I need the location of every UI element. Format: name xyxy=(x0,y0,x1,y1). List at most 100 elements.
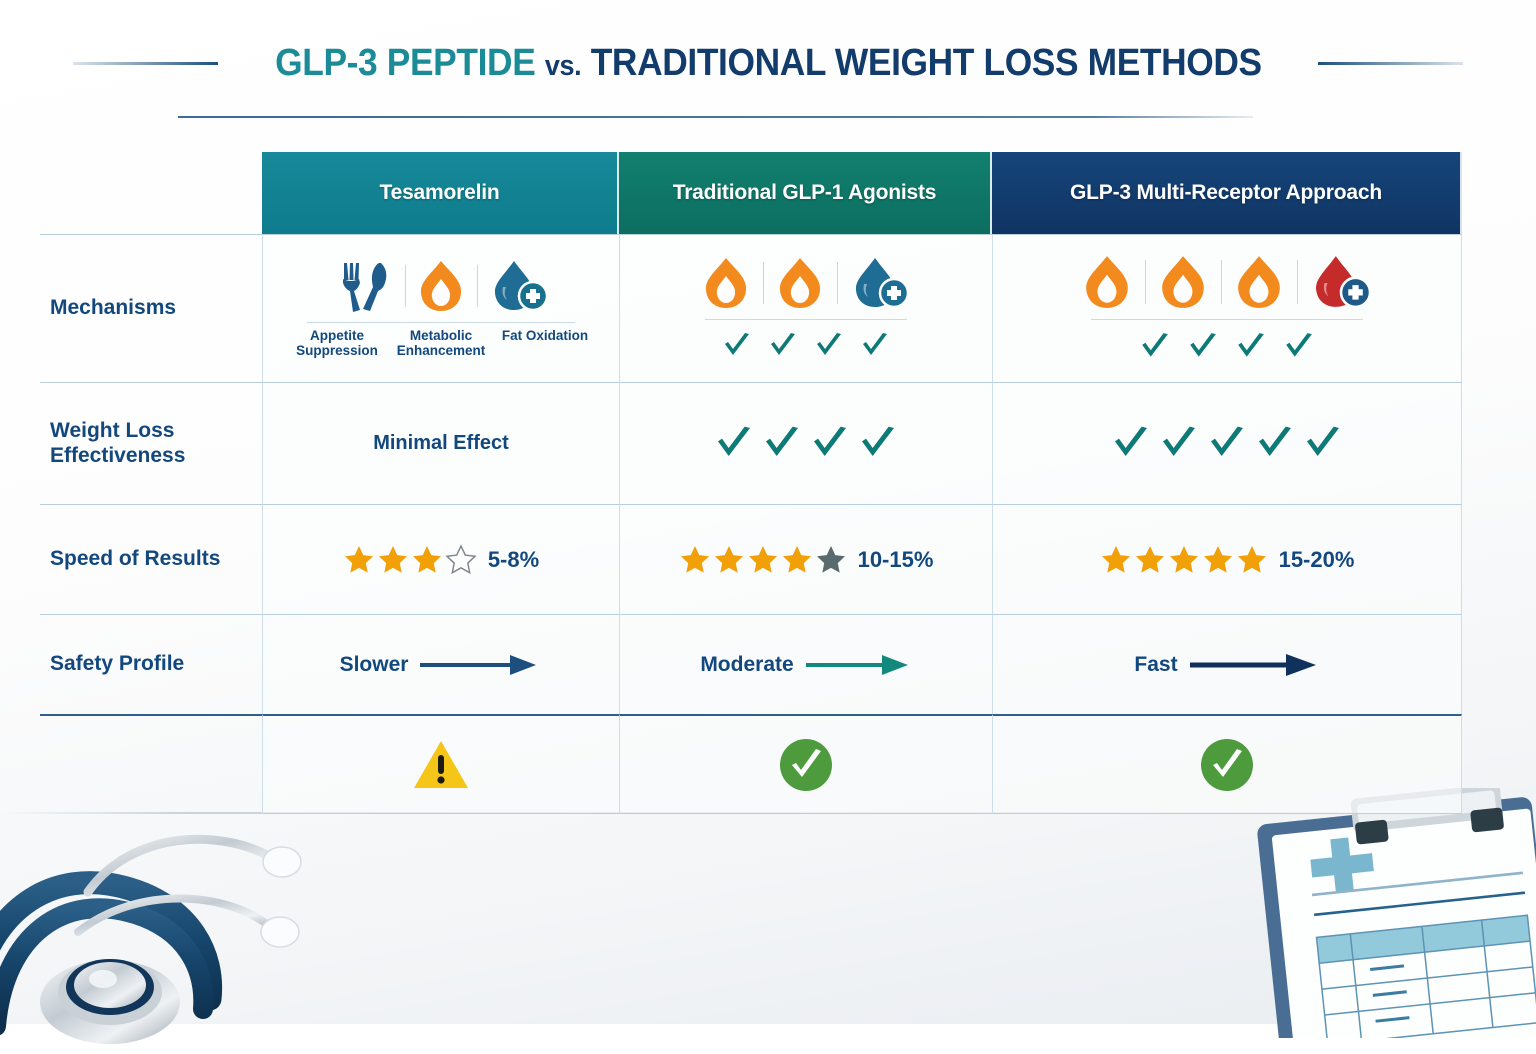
check-icon xyxy=(771,333,795,355)
flame-icon xyxy=(1162,256,1204,308)
cell-verdict-glp3-multi xyxy=(992,714,1462,814)
speed-indicator: Moderate xyxy=(700,652,911,678)
mechanism-icon-group xyxy=(1221,254,1297,310)
cell-safety-glp3-multi: Fast xyxy=(992,614,1462,714)
cell-verdict-traditional-glp1 xyxy=(619,714,992,814)
check-circle-icon xyxy=(1201,738,1253,791)
star-filled-icon xyxy=(1169,545,1198,573)
arrow-right-icon xyxy=(420,654,537,675)
mechanism-icon-group xyxy=(763,256,837,310)
check-icon xyxy=(814,426,846,456)
check-icon xyxy=(1190,333,1216,357)
check-icon xyxy=(817,333,841,355)
row-label-weight-loss-effectiveness: Weight Loss Effectiveness xyxy=(40,382,262,504)
mechanism-icon-group xyxy=(405,259,477,313)
check-icon xyxy=(862,426,894,456)
cell-mechanisms-traditional-glp1 xyxy=(619,234,992,382)
star-rating: 10-15% xyxy=(679,544,934,576)
star-rating: 15-20% xyxy=(1100,544,1355,576)
title-part-navy: TRADITIONAL WEIGHT LOSS METHODS xyxy=(590,42,1262,84)
water-drop-plus-icon xyxy=(494,260,548,312)
cutlery-icon xyxy=(343,262,387,312)
cell-speed-glp3-multi: 15-20% xyxy=(992,504,1462,614)
speed-label: Moderate xyxy=(700,652,794,676)
check-icon xyxy=(1238,333,1264,357)
mechanism-check-row xyxy=(722,331,890,361)
mechanism-icon-group xyxy=(689,256,763,310)
check-icon xyxy=(725,333,749,355)
check-icon xyxy=(766,426,798,456)
warning-triangle-icon xyxy=(414,740,468,788)
mechanism-icon-group xyxy=(477,259,561,313)
speed-label: Slower xyxy=(339,652,409,676)
mechanism-label: Fat Oxidation xyxy=(501,327,589,343)
star-filled-icon xyxy=(680,545,709,573)
cell-mechanisms-tesamorelin: Appetite Suppression Metabolic Enhanceme… xyxy=(262,234,619,382)
flame-icon xyxy=(705,258,747,308)
cell-safety-tesamorelin: Slower xyxy=(262,614,619,714)
star-filled-icon xyxy=(1101,545,1130,573)
mechanism-label: Metabolic Enhancement xyxy=(396,327,486,358)
title-underline xyxy=(178,116,1253,118)
cell-verdict-tesamorelin xyxy=(262,714,619,814)
flame-icon xyxy=(779,258,821,308)
speed-value: 10-15% xyxy=(857,546,934,572)
flame-icon xyxy=(1086,256,1128,308)
check-icon xyxy=(1286,333,1312,357)
row-label-safety-profile: Safety Profile xyxy=(40,614,262,714)
mechanism-label: Appetite Suppression xyxy=(296,327,378,358)
check-icon xyxy=(1115,426,1147,456)
column-header-traditional-glp1: Traditional GLP-1 Agonists xyxy=(619,152,992,234)
row-label-mechanisms: Mechanisms xyxy=(40,234,262,382)
star-filled-icon xyxy=(782,545,811,573)
table-corner-cell xyxy=(40,152,262,234)
mechanism-icon-group xyxy=(1145,254,1221,310)
check-icon xyxy=(863,333,887,355)
effectiveness-check-row xyxy=(714,423,898,465)
cell-speed-traditional-glp1: 10-15% xyxy=(619,504,992,614)
clipboard-photo xyxy=(1257,788,1536,1038)
star-filled-icon xyxy=(378,545,407,573)
star-filled-icon xyxy=(1203,545,1232,573)
star-gray-icon xyxy=(816,545,845,573)
title-text: GLP-3 PEPTIDE vs. TRADITIONAL WEIGHT LOS… xyxy=(275,44,1262,82)
cell-mechanisms-glp3-multi xyxy=(992,234,1462,382)
check-icon xyxy=(1307,426,1339,456)
cell-weight-loss-tesamorelin: Minimal Effect xyxy=(262,382,619,504)
water-drop-plus-icon xyxy=(855,258,910,309)
effectiveness-check-row xyxy=(1111,423,1343,465)
star-rating: 5-8% xyxy=(343,543,539,576)
star-filled-icon xyxy=(714,545,743,573)
star-filled-icon xyxy=(344,545,373,573)
mechanism-icon-group xyxy=(321,259,405,313)
mechanism-divider xyxy=(1091,319,1363,320)
mechanism-icon-group xyxy=(1069,254,1145,310)
star-filled-icon xyxy=(1237,545,1266,573)
title-rule-left xyxy=(72,61,218,65)
mechanism-divider xyxy=(306,321,576,323)
row-label-overall-verdict xyxy=(40,714,262,814)
check-icon xyxy=(1259,426,1291,456)
blood-drop-plus-icon xyxy=(1316,256,1372,309)
check-icon xyxy=(1211,426,1243,456)
title-part-teal: GLP-3 PEPTIDE xyxy=(274,42,536,84)
mechanism-check-row xyxy=(1139,331,1315,363)
check-icon xyxy=(1163,426,1195,456)
minimal-effect-text: Minimal Effect xyxy=(373,432,509,454)
mechanism-icon-group xyxy=(1297,254,1385,310)
column-header-tesamorelin: Tesamorelin xyxy=(262,152,619,234)
check-circle-icon xyxy=(780,738,832,791)
star-filled-icon xyxy=(412,545,441,573)
column-header-glp3-multi: GLP-3 Multi-Receptor Approach xyxy=(992,152,1462,234)
arrow-right-icon xyxy=(1189,653,1316,676)
cell-weight-loss-traditional-glp1 xyxy=(619,382,992,504)
check-icon xyxy=(718,426,750,456)
speed-label: Fast xyxy=(1134,652,1178,676)
title-part-vs: vs. xyxy=(544,50,581,82)
flame-icon xyxy=(420,260,462,311)
mechanism-icon-group xyxy=(837,256,923,310)
speed-indicator: Slower xyxy=(340,652,543,678)
page-title: GLP-3 PEPTIDE vs. TRADITIONAL WEIGHT LOS… xyxy=(0,44,1536,82)
star-filled-icon xyxy=(1135,545,1164,573)
speed-value: 15-20% xyxy=(1278,546,1355,572)
